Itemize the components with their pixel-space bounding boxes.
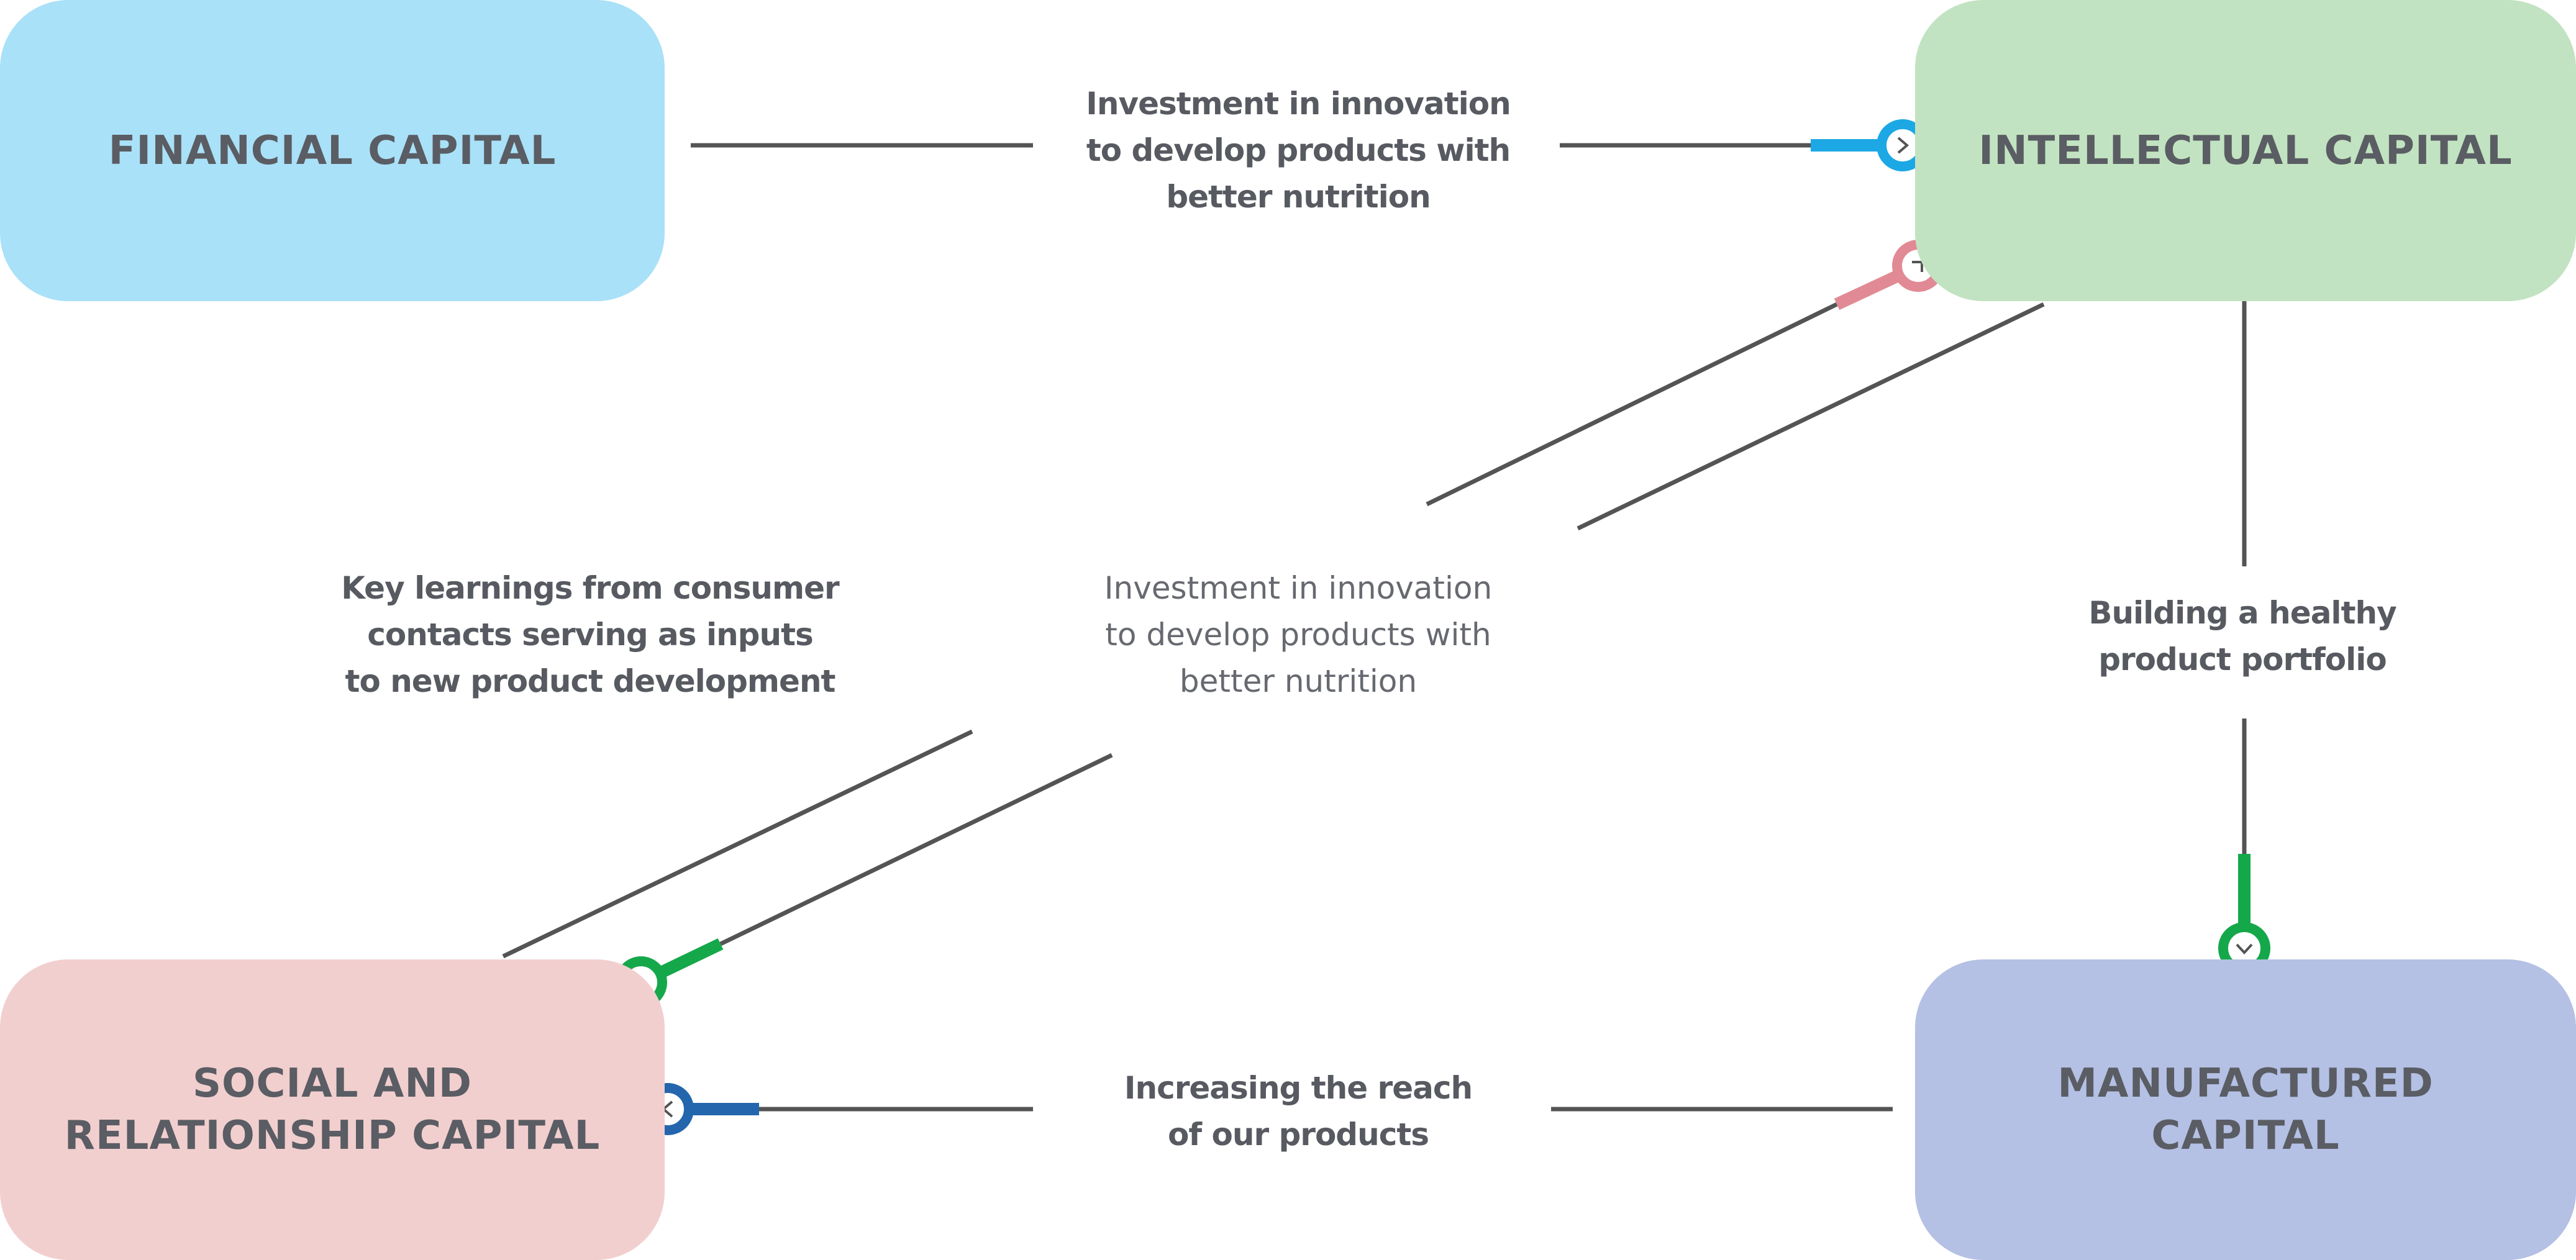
label-healthy-portfolio: Building a healthy product portfolio (2088, 595, 2396, 678)
label-key-learnings: Key learnings from consumer contacts ser… (341, 570, 839, 699)
intellectual-capital-title: INTELLECTUAL CAPITAL (1978, 127, 2513, 174)
label-financial-to-intellectual: Investment in innovation to develop prod… (1086, 86, 1511, 215)
social-relationship-capital-box: SOCIAL AND RELATIONSHIP CAPITAL (0, 959, 665, 1260)
connector-diag-social-to-center (502, 729, 973, 959)
arrow-stem-to-social-diag (655, 938, 724, 980)
financial-capital-box: FINANCIAL CAPITAL (0, 0, 665, 301)
label-increasing-reach: Increasing the reach of our products (1124, 1070, 1473, 1153)
label-center-innovation: Investment in innovation to develop prod… (1104, 570, 1493, 699)
intellectual-capital-box: INTELLECTUAL CAPITAL (1915, 0, 2576, 301)
manufactured-capital-box: MANUFACTURED CAPITAL (1915, 959, 2576, 1260)
arrow-stem-to-intellectual-diag (1834, 268, 1904, 310)
social-relationship-capital-title: SOCIAL AND RELATIONSHIP CAPITAL (64, 1061, 601, 1159)
chevron-down-icon (2218, 922, 2270, 974)
connector-diag-intellectual-to-center (1577, 302, 2045, 531)
chevron-right-icon (1877, 119, 1929, 171)
manufactured-capital-title: MANUFACTURED CAPITAL (2057, 1061, 2434, 1159)
connector-diag-center-to-social (719, 753, 1113, 946)
connector-diag-center-to-intellectual (1426, 302, 1838, 507)
financial-capital-title: FINANCIAL CAPITAL (108, 127, 557, 174)
